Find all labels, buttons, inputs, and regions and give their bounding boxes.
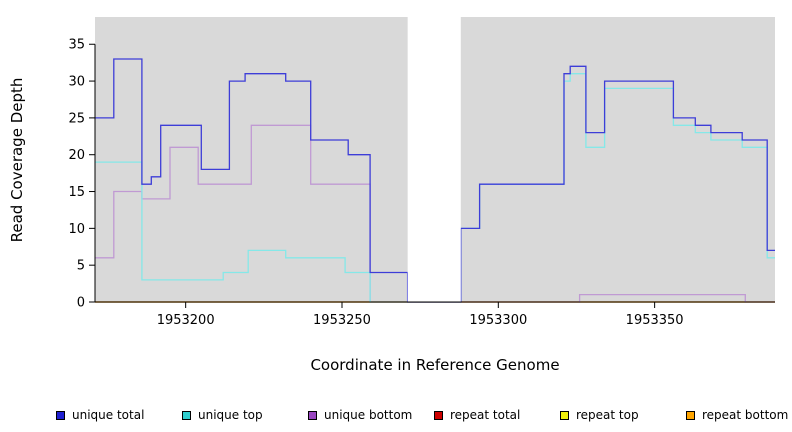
legend-swatch [434, 410, 443, 420]
coverage-chart: Read Coverage Depth 0 5 10 15 20 25 30 35 195320… [8, 17, 775, 328]
chart-legend: unique total unique top unique bottom re… [56, 408, 792, 422]
y-tick-label: 10 [68, 222, 85, 237]
y-tick-label: 35 [68, 38, 85, 53]
x-tick-label: 1953200 [157, 313, 215, 328]
y-tick-label: 25 [68, 111, 85, 126]
y-tick-label: 15 [68, 185, 85, 200]
legend-swatch [308, 410, 317, 420]
legend-item-repeat-bottom: repeat bottom [686, 408, 788, 422]
gap-region [407, 17, 461, 302]
y-tick-label: 30 [68, 75, 85, 90]
legend-item-unique-total: unique total [56, 408, 182, 422]
legend-swatch [686, 410, 695, 420]
y-tick-label: 0 [77, 296, 85, 311]
y-tick-label: 5 [77, 259, 85, 274]
legend-label: repeat bottom [702, 408, 789, 422]
legend-swatch [560, 410, 569, 420]
legend-label: repeat top [576, 408, 639, 422]
x-tick-label: 1953350 [626, 313, 684, 328]
series-unique-total [95, 58, 775, 303]
y-tick-label: 20 [68, 148, 85, 163]
legend-label: unique bottom [324, 408, 413, 422]
legend-item-repeat-top: repeat top [560, 408, 686, 422]
y-axis-title: Read Coverage Depth [8, 78, 26, 243]
legend-item-unique-bottom: unique bottom [308, 408, 434, 422]
legend-swatch [56, 410, 65, 420]
legend-item-unique-top: unique top [182, 408, 308, 422]
legend-label: repeat total [450, 408, 521, 422]
x-tick-label: 1953250 [313, 313, 371, 328]
legend-swatch [182, 410, 191, 420]
legend-label: unique top [198, 408, 263, 422]
x-tick-label: 1953300 [469, 313, 527, 328]
x-axis-title: Coordinate in Reference Genome [310, 356, 560, 374]
legend-item-repeat-total: repeat total [434, 408, 560, 422]
legend-label: unique total [72, 408, 145, 422]
